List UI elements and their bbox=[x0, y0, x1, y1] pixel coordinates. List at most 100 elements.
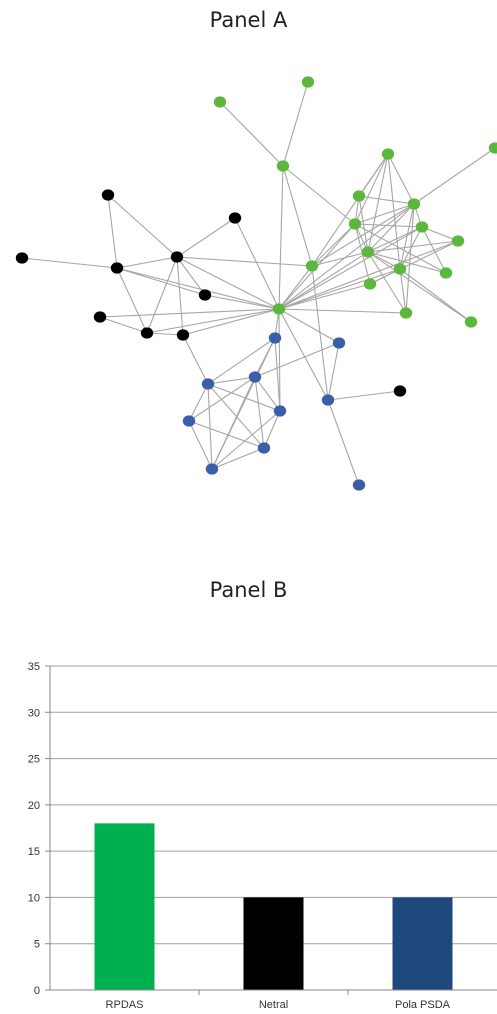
network-node-black bbox=[110, 262, 124, 274]
network-edge bbox=[182, 334, 209, 385]
network-edge bbox=[311, 203, 415, 267]
network-node-blue bbox=[352, 479, 366, 491]
network-edge bbox=[116, 267, 148, 334]
network-edge bbox=[327, 342, 340, 401]
network-node-green bbox=[381, 148, 395, 160]
network-node-blue bbox=[257, 442, 271, 454]
network-edge bbox=[367, 240, 459, 253]
network-node-green bbox=[361, 246, 375, 258]
network-edge bbox=[278, 308, 329, 401]
network-edge bbox=[211, 337, 276, 470]
network-edge bbox=[354, 153, 389, 225]
network-edge bbox=[278, 308, 407, 314]
y-tick-label: 15 bbox=[28, 846, 40, 858]
network-edge bbox=[367, 251, 407, 314]
network-edge bbox=[278, 251, 369, 310]
network-node-blue bbox=[321, 394, 335, 406]
network-edge bbox=[278, 165, 284, 310]
network-edge bbox=[311, 153, 389, 267]
network-node-blue bbox=[205, 463, 219, 475]
panel-b-title: Panel B bbox=[209, 578, 288, 602]
network-node-black bbox=[170, 251, 184, 263]
bar-netral bbox=[243, 897, 304, 990]
network-node-black bbox=[176, 329, 190, 341]
network-edge bbox=[116, 267, 206, 296]
network-edge bbox=[311, 251, 369, 267]
x-category-label: Pola PSDA bbox=[395, 999, 451, 1011]
network-node-green bbox=[213, 96, 227, 108]
bar-rpdas bbox=[94, 823, 155, 990]
network-edge bbox=[176, 256, 313, 267]
network-edge bbox=[207, 376, 256, 385]
network-edge bbox=[367, 226, 423, 253]
network-edge bbox=[358, 195, 415, 205]
network-edge bbox=[282, 165, 356, 225]
network-node-blue bbox=[332, 337, 346, 349]
network-node-black bbox=[15, 252, 29, 264]
network-edge bbox=[234, 217, 280, 310]
network-node-green bbox=[464, 316, 478, 328]
network-node-black bbox=[393, 385, 407, 397]
network-edge bbox=[254, 376, 265, 449]
network-node-blue bbox=[182, 415, 196, 427]
network-edge bbox=[354, 223, 423, 228]
bar-pola-psda bbox=[392, 897, 453, 990]
network-edge bbox=[282, 81, 309, 167]
chart-bars bbox=[94, 823, 453, 990]
network-edge bbox=[278, 265, 313, 310]
network-edge bbox=[188, 376, 256, 422]
network-edge bbox=[367, 153, 389, 253]
network-edge bbox=[327, 399, 360, 486]
network-edge bbox=[367, 251, 447, 274]
network-edge bbox=[263, 410, 281, 449]
y-tick-label: 5 bbox=[34, 939, 40, 951]
y-tick-label: 30 bbox=[28, 707, 40, 719]
x-category-label: Netral bbox=[259, 999, 288, 1011]
network-node-black bbox=[93, 311, 107, 323]
network-node-green bbox=[393, 263, 407, 275]
network-edge bbox=[211, 447, 265, 470]
network-node-blue bbox=[268, 332, 282, 344]
network-edge bbox=[211, 410, 281, 470]
network-node-black bbox=[101, 189, 115, 201]
network-edge bbox=[405, 203, 415, 314]
network-node-green bbox=[407, 198, 421, 210]
network-node-green bbox=[399, 307, 413, 319]
network-edge bbox=[387, 153, 401, 270]
network-edge bbox=[354, 223, 447, 274]
network-edge bbox=[188, 420, 213, 470]
network-edge bbox=[278, 308, 281, 412]
network-edge bbox=[207, 337, 276, 385]
network-edge bbox=[358, 195, 369, 253]
network-node-black bbox=[140, 327, 154, 339]
network-edge bbox=[116, 267, 280, 310]
network-edge bbox=[176, 217, 236, 258]
network-edge bbox=[146, 308, 280, 334]
network-edge bbox=[176, 256, 206, 296]
panel-a-title: Panel A bbox=[209, 8, 288, 32]
network-node-green bbox=[352, 190, 366, 202]
network-edge bbox=[278, 226, 423, 310]
network-node-black bbox=[228, 212, 242, 224]
network-node-blue bbox=[248, 371, 262, 383]
network-edge bbox=[278, 283, 371, 310]
y-tick-label: 35 bbox=[28, 661, 40, 673]
network-edge bbox=[367, 203, 415, 253]
network-node-green bbox=[488, 142, 497, 154]
network-edge bbox=[204, 294, 280, 310]
y-tick-label: 20 bbox=[28, 800, 40, 812]
network-edge bbox=[182, 308, 280, 336]
x-category-label: RPDAS bbox=[106, 999, 144, 1011]
network-edge bbox=[207, 383, 281, 412]
network-edge bbox=[254, 376, 281, 412]
network-edge bbox=[421, 226, 459, 242]
network-edge bbox=[311, 223, 356, 267]
network-node-green bbox=[363, 278, 377, 290]
network-graph bbox=[15, 76, 497, 491]
network-edge bbox=[399, 268, 472, 323]
network-node-green bbox=[439, 267, 453, 279]
network-node-green bbox=[451, 235, 465, 247]
network-edge bbox=[282, 165, 313, 267]
network-node-green bbox=[276, 160, 290, 172]
